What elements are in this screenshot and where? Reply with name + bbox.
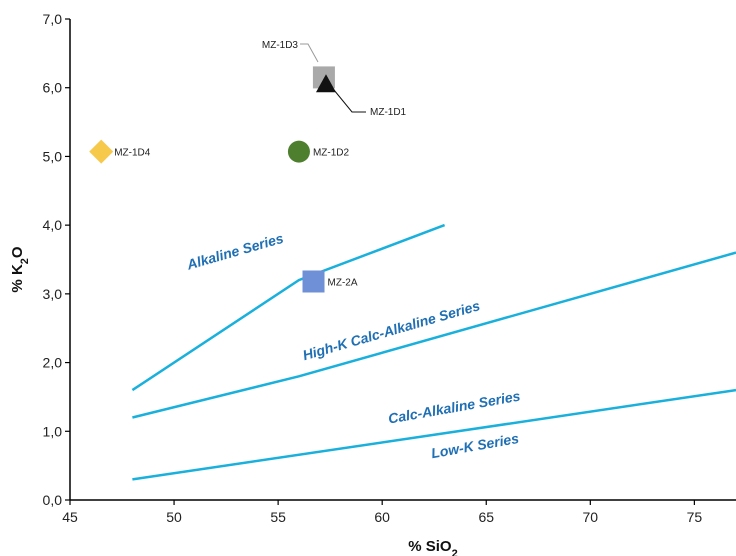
leader-mz-1d1 [333, 89, 366, 113]
point-mz-1d2 [287, 140, 310, 163]
data-points: MZ-1D3 MZ-1D1 MZ-1D2 MZ-1D4 MZ-2A [89, 40, 407, 293]
point-mz-1d1 [315, 74, 336, 93]
x-tick-label: 45 [62, 509, 78, 525]
point-mz-1d4 [89, 139, 114, 164]
y-axis-title-part3: O [9, 246, 26, 258]
point-mz-2a [302, 270, 325, 293]
series-labels: Alkaline Series High-K Calc-Alkaline Seri… [184, 230, 522, 461]
label-mz-1d2: MZ-1D2 [313, 148, 350, 159]
series-label-2: Calc-Alkaline Series [387, 388, 522, 427]
x-axis-title-main: % SiO [408, 538, 452, 555]
alkaline-boundary [131, 223, 446, 392]
x-tick-label: 60 [374, 509, 390, 525]
y-tick-label: 5,0 [43, 148, 63, 164]
y-axis-title: % K2O [9, 246, 31, 292]
y-tick-label: 1,0 [43, 423, 63, 439]
series-label-3: Low-K Series [430, 430, 520, 461]
x-tick-label: 75 [687, 509, 703, 525]
y-tick-label: 4,0 [43, 217, 63, 233]
x-axis-title-sub: 2 [452, 548, 458, 556]
series-label-0: Alkaline Series [184, 230, 285, 273]
label-mz-1d1: MZ-1D1 [370, 107, 407, 118]
label-mz-1d4: MZ-1D4 [114, 148, 151, 159]
y-tick-label: 0,0 [43, 492, 63, 508]
y-tick-label: 6,0 [43, 80, 63, 96]
x-tick-label: 65 [478, 509, 494, 525]
calc-alkaline-boundary [132, 388, 736, 481]
high-k-boundary [132, 251, 736, 419]
y-axis-title-part1: % K [9, 264, 26, 293]
boundary-lines [131, 223, 736, 481]
y-tick-label: 7,0 [43, 11, 63, 27]
label-mz-1d3: MZ-1D3 [262, 40, 299, 51]
series-label-1: High-K Calc-Alkaline Series [301, 297, 482, 363]
x-tick-label: 70 [583, 509, 599, 525]
label-mz-2a: MZ-2A [328, 277, 358, 288]
y-tick-label: 3,0 [43, 286, 63, 302]
leader-mz-1d3 [300, 43, 319, 63]
y-axis-title-sub: 2 [19, 258, 31, 264]
axes: 0,0 1,0 2,0 3,0 4,0 5,0 6,0 7,0 45 50 55 60 65 70 75 [43, 11, 736, 525]
x-tick-label: 50 [166, 509, 182, 525]
y-tick-label: 2,0 [43, 355, 63, 371]
x-axis-title: % SiO2 [408, 538, 457, 556]
x-tick-label: 55 [270, 509, 286, 525]
